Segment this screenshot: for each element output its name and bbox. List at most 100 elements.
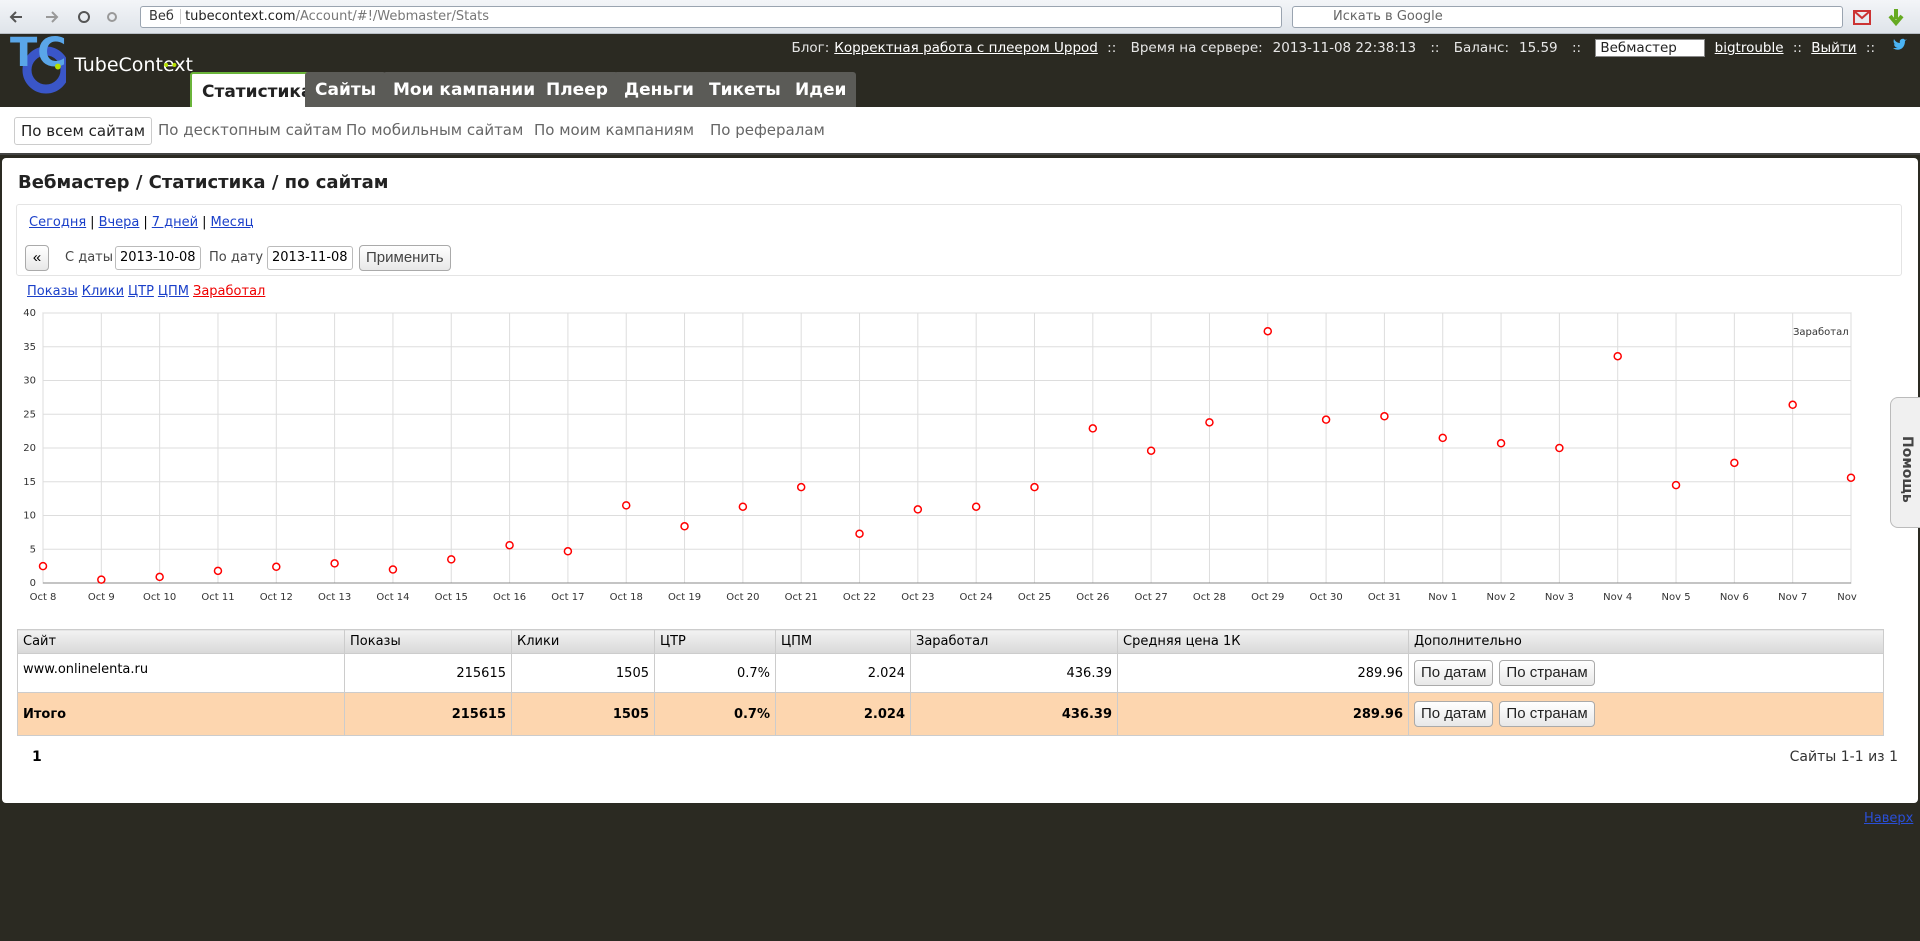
site-info[interactable]: Веб: [149, 9, 181, 24]
nav-tab[interactable]: Сайты: [305, 72, 387, 107]
action-button[interactable]: По датам: [1414, 660, 1494, 686]
cell-number: 2.024: [775, 653, 911, 693]
blog-label: Блог:: [791, 40, 830, 56]
point: [1438, 433, 1447, 443]
nav-tab[interactable]: Тикеты: [699, 72, 791, 107]
server-time-label: Время на сервере:: [1130, 40, 1263, 56]
column-header[interactable]: ЦТР: [654, 629, 776, 654]
metric-link[interactable]: ЦПМ: [157, 284, 189, 299]
point: [97, 575, 106, 584]
url-host: tubecontext.com: [185, 9, 296, 24]
server-time: 2013-11-08 22:38:13: [1272, 40, 1417, 56]
balance-label: Баланс:: [1453, 40, 1509, 56]
logout-link[interactable]: Выйти: [1811, 40, 1857, 56]
y-tick-label: 35: [23, 342, 36, 353]
x-tick-label: Oct 10: [143, 592, 176, 603]
search-box[interactable]: Искать в Google: [1292, 6, 1843, 28]
metric-link[interactable]: ЦТР: [128, 284, 154, 299]
action-button[interactable]: По датам: [1414, 701, 1494, 727]
metric-link[interactable]: Клики: [81, 284, 125, 299]
period-link[interactable]: Вчера: [98, 215, 140, 230]
point: [447, 555, 456, 564]
to-top-link[interactable]: Наверх: [1864, 811, 1914, 826]
legend-label: Заработал: [1793, 327, 1849, 338]
twitter-icon[interactable]: [1892, 38, 1908, 52]
sub-nav-item[interactable]: По рефералам: [710, 121, 825, 139]
logo-dots: •: [52, 55, 67, 79]
apply-button[interactable]: Применить: [359, 245, 451, 271]
browser-buttons: [9, 11, 117, 23]
sub-nav-item[interactable]: По мобильным сайтам: [346, 121, 524, 139]
blog-link[interactable]: Корректная работа с плеером Uppod: [834, 40, 1098, 56]
cell-number: 0.7%: [654, 653, 776, 693]
sub-nav-item[interactable]: По моим кампаниям: [534, 121, 695, 139]
metric-link[interactable]: Заработал: [193, 284, 266, 299]
x-tick-label: Nov: [1837, 592, 1857, 603]
sub-nav: По всем сайтам По десктопным сайтам По моб…: [0, 107, 1920, 155]
point: [680, 522, 689, 531]
x-tick-label: Oct 15: [435, 592, 468, 603]
x-tick-label: Nov 7: [1778, 592, 1807, 603]
address-bar[interactable]: Веб tubecontext.com/Account/#!/Webmaster…: [140, 6, 1282, 28]
x-tick-label: Oct 26: [1076, 592, 1109, 603]
point: [971, 502, 981, 511]
point: [796, 482, 806, 492]
pagination-summary: Сайты 1-1 из 1: [1789, 749, 1898, 765]
browser-toolbar: Веб tubecontext.com/Account/#!/Webmaster…: [0, 0, 1920, 34]
point: [155, 572, 164, 582]
period-link[interactable]: Сегодня: [29, 215, 87, 230]
browser-icons: [1853, 9, 1904, 27]
point: [1146, 446, 1156, 455]
y-tick-label: 20: [23, 443, 36, 454]
separator: ::: [1571, 40, 1582, 56]
cell-number: 2.024: [775, 692, 911, 736]
sub-nav-item[interactable]: По всем сайтам: [14, 117, 153, 145]
metric-links: Показы Клики ЦТР ЦПМ Заработал: [27, 280, 269, 299]
column-header[interactable]: Показы: [344, 629, 512, 654]
column-header[interactable]: Заработал: [910, 629, 1118, 654]
column-header[interactable]: ЦПМ: [775, 629, 911, 654]
to-input[interactable]: 2013-11-08: [267, 246, 353, 270]
role-select[interactable]: Вебмастер: [1595, 39, 1706, 57]
metric-link[interactable]: Показы: [27, 284, 78, 299]
column-header[interactable]: Клики: [511, 629, 655, 654]
cell-number: 436.39: [910, 653, 1118, 693]
nav-tab[interactable]: Мои кампании: [383, 72, 546, 107]
period-link[interactable]: 7 дней: [151, 215, 199, 230]
x-tick-label: Nov 4: [1603, 592, 1632, 603]
column-header[interactable]: Сайт: [17, 629, 345, 654]
nav-tab[interactable]: Идеи: [785, 72, 857, 107]
nav-tab[interactable]: Деньги: [614, 72, 704, 107]
column-header[interactable]: Дополнительно: [1408, 629, 1884, 654]
point: [1730, 458, 1739, 468]
x-tick-label: Nov 2: [1487, 592, 1516, 603]
cell-site: Итого: [17, 692, 345, 736]
sub-nav-item[interactable]: По десктопным сайтам: [158, 121, 343, 139]
user-info: Блог: Корректная работа с плеером Uppod :…: [786, 39, 1880, 57]
page-number[interactable]: 1: [32, 749, 42, 765]
period-links: Сегодня | Вчера | 7 дней | Месяц: [29, 215, 254, 230]
column-header[interactable]: Средняя цена 1К: [1117, 629, 1409, 654]
action-button[interactable]: По странам: [1499, 660, 1595, 686]
separator: |: [202, 215, 207, 230]
point: [855, 529, 864, 538]
cell-number: 0.7%: [654, 692, 776, 736]
from-input[interactable]: 2013-10-08: [115, 246, 201, 270]
nav-tab[interactable]: Статистика: [190, 72, 325, 107]
action-button[interactable]: По странам: [1499, 701, 1595, 727]
period-link[interactable]: Месяц: [210, 215, 254, 230]
from-label: С даты: [65, 250, 114, 265]
x-tick-label: Nov 1: [1428, 592, 1457, 603]
x-tick-label: Oct 24: [960, 592, 993, 603]
prev-button[interactable]: «: [25, 245, 49, 271]
cell-actions: По датам По странам: [1408, 692, 1884, 736]
user-link[interactable]: bigtrouble: [1714, 40, 1784, 56]
cell-actions: По датам По странам: [1408, 653, 1884, 693]
x-tick-label: Oct 28: [1193, 592, 1226, 603]
help-tab[interactable]: Помощь: [1890, 397, 1920, 528]
separator: |: [90, 215, 95, 230]
x-tick-label: Oct 9: [88, 592, 115, 603]
cell-number: 215615: [344, 653, 512, 693]
stats-table: Сайт Показы Клики ЦТР ЦПМ Заработал Средняя це…: [17, 629, 1884, 736]
nav-tab[interactable]: Плеер: [536, 72, 618, 107]
